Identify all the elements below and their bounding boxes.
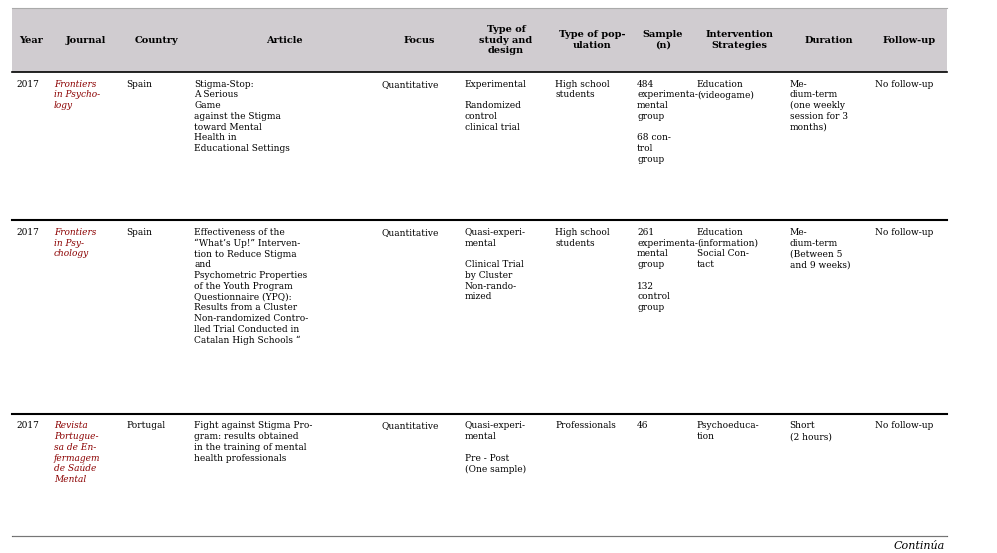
Text: High school
students: High school students [555,80,610,100]
Text: Continúa: Continúa [894,541,945,551]
Text: Focus: Focus [404,35,435,45]
Text: Short
(2 hours): Short (2 hours) [790,421,831,441]
Text: Follow-up: Follow-up [882,35,936,45]
Text: Fight against Stigma Pro-
gram: results obtained
in the training of mental
healt: Fight against Stigma Pro- gram: results … [194,421,313,463]
Text: High school
students: High school students [555,228,610,248]
Text: Type of pop-
ulation: Type of pop- ulation [559,30,625,50]
Text: Intervention
Strategies: Intervention Strategies [705,30,774,50]
Text: Me-
dium-term
(Between 5
and 9 weeks): Me- dium-term (Between 5 and 9 weeks) [790,228,850,269]
Text: Me-
dium-term
(one weekly
session for 3
months): Me- dium-term (one weekly session for 3 … [790,80,847,132]
Text: Experimental

Randomized
control
clinical trial: Experimental Randomized control clinical… [465,80,526,132]
Text: 261
experimenta-
mental
group

132
control
group: 261 experimenta- mental group 132 contro… [637,228,698,312]
Text: Professionals: Professionals [555,421,616,430]
Text: Country: Country [135,35,178,45]
Text: Duration: Duration [805,35,852,45]
Text: Spain: Spain [127,80,153,88]
Text: Sample
(n): Sample (n) [643,30,683,50]
Text: Quantitative: Quantitative [382,80,440,88]
Text: Portugal: Portugal [127,421,166,430]
Bar [12,8,947,72]
Text: Article: Article [266,35,302,45]
Text: Quantitative: Quantitative [382,421,440,430]
Text: Spain: Spain [127,228,153,237]
Text: 46: 46 [637,421,649,430]
Text: Frontiers
in Psy-
chology: Frontiers in Psy- chology [54,228,97,258]
Text: Quantitative: Quantitative [382,228,440,237]
Text: Education
(information)
Social Con-
tact: Education (information) Social Con- tact [697,228,758,269]
Text: 2017: 2017 [16,421,39,430]
Text: Journal: Journal [66,35,107,45]
Text: No follow-up: No follow-up [875,228,934,237]
Text: 2017: 2017 [16,80,39,88]
Text: Year: Year [19,35,43,45]
Text: No follow-up: No follow-up [875,421,934,430]
Text: Education
(videogame): Education (videogame) [697,80,754,100]
Text: 484
experimenta-
mental
group

68 con-
trol
group: 484 experimenta- mental group 68 con- tr… [637,80,698,164]
Text: No follow-up: No follow-up [875,80,934,88]
Text: Frontiers
in Psycho-
logy: Frontiers in Psycho- logy [54,80,100,110]
Text: Quasi-experi-
mental

Pre - Post
(One sample): Quasi-experi- mental Pre - Post (One sam… [465,421,525,473]
Text: Revista
Portugue-
sa de En-
fermagem
de Saúde
Mental: Revista Portugue- sa de En- fermagem de … [54,421,101,484]
Text: Effectiveness of the
“What’s Up!” Interven-
tion to Reduce Stigma
and
Psychometr: Effectiveness of the “What’s Up!” Interv… [194,228,309,345]
Text: Psychoeduca-
tion: Psychoeduca- tion [697,421,760,441]
Text: Quasi-experi-
mental

Clinical Trial
by Cluster
Non-rando-
mized: Quasi-experi- mental Clinical Trial by C… [465,228,525,301]
Text: 2017: 2017 [16,228,39,237]
Text: Type of
study and
design: Type of study and design [480,25,532,55]
Text: Stigma-Stop:
A Serious
Game
against the Stigma
toward Mental
Health in
Education: Stigma-Stop: A Serious Game against the … [194,80,290,153]
